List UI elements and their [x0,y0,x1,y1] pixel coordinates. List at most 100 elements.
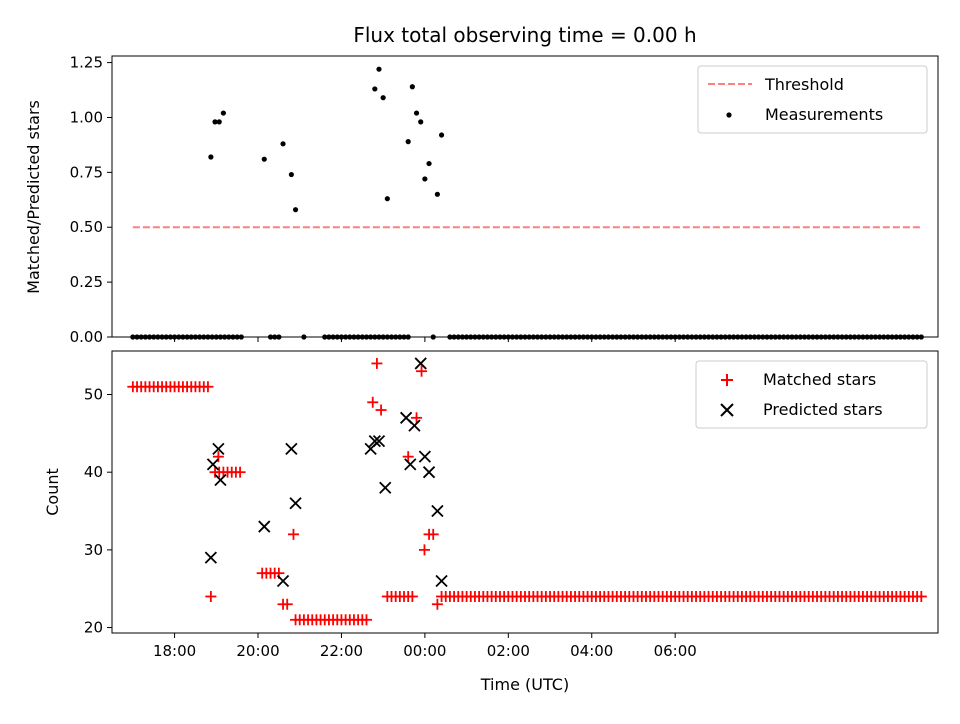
measurement-point [288,171,294,178]
measurement-point [216,119,222,125]
predicted-star-marker [289,497,302,510]
predicted-star-marker [431,504,444,518]
measurement-point [739,334,745,340]
predicted-star-marker [212,442,225,456]
measurement-point [572,334,578,340]
measurement-point [693,334,699,340]
measurement-point [526,334,532,340]
measurement-point [601,334,607,340]
measurement-point [322,334,328,340]
measurement-point [643,334,649,340]
measurement-point [885,334,891,340]
x-axis-label: Time (UTC) [480,675,569,694]
matched-star-marker [371,357,383,369]
predicted-star-marker [285,442,298,456]
measurement-point [639,334,645,340]
top-y-tick-label: 0.50 [70,218,103,236]
matched-star-marker [915,590,927,602]
measurement-point [610,334,616,340]
measurement-point [468,334,474,340]
measurement-point [509,334,516,340]
measurement-point [497,334,503,340]
measurement-point [267,334,274,340]
measurement-point [493,334,499,340]
x-tick-label: 02:00 [487,642,530,660]
matched-star-marker [406,590,418,602]
measurement-point [372,334,378,340]
measurement-point [743,334,749,340]
measurement-point [906,334,912,340]
measurement-point [130,334,136,340]
top-plot-area: 0.00 0.25 0.50 0.75 1.00 1.25 Matched/Predict… [24,54,939,346]
measurement-point [893,334,899,340]
measurement-point [618,334,624,340]
matched-star-marker [416,365,428,377]
measurement-point [910,334,916,340]
predicted-star-marker [214,473,227,487]
measurement-point [764,334,770,340]
measurement-point [338,334,345,340]
measurement-point [889,334,895,340]
measurement-point [806,334,812,340]
matched-star-marker [411,412,423,424]
bottom-legend-box [695,360,928,429]
measurement-point [822,334,828,340]
measurement-point [459,334,466,340]
measurement-point [213,334,219,340]
measurement-point [897,334,904,340]
measurement-point [860,334,866,340]
measurement-point [705,334,712,340]
measurement-point [212,119,218,125]
predicted-star-marker [276,574,290,588]
measurement-point [380,334,386,340]
measurement-point [655,334,662,340]
measurement-point [772,334,778,340]
measurement-point [384,334,390,340]
bottom-legend: Matched stars Predicted stars [695,360,928,429]
matched-star-marker [212,451,224,463]
measurement-point [851,334,858,340]
legend-measurements-label: Measurements [765,105,883,124]
measurement-point [584,334,591,340]
measurement-point [568,334,574,340]
predicted-star-marker [204,551,218,564]
measurement-point [781,334,787,340]
predicted-star-marker [418,450,432,463]
measurement-point [760,334,766,340]
predicted-star-marker [408,419,421,432]
top-y-tick-label: 1.00 [70,108,103,126]
measurement-point [797,334,803,340]
matched-star-marker [360,614,372,626]
measurements-points [130,66,924,340]
measurement-point [230,334,236,340]
predicted-star-marker [422,466,436,479]
measurement-point [276,334,282,340]
measurement-point [576,334,582,340]
measurement-point [217,334,224,340]
measurement-point [826,334,833,340]
measurement-point [138,334,144,340]
bottom-y-tick-label: 20 [84,619,103,637]
measurement-point [434,191,440,197]
measurement-point [651,334,657,340]
measurement-point [209,334,215,340]
measurement-point [664,334,670,340]
measurement-point [397,334,403,340]
measurement-point [171,334,178,340]
measurement-point [785,334,791,340]
measurement-point [376,66,382,72]
measurement-point [184,334,190,340]
legend-measurements-swatch [726,112,732,118]
measurement-point [697,334,703,340]
measurement-point [363,334,370,340]
measurement-point [476,334,482,340]
predicted-star-marker [258,520,271,533]
measurement-point [226,334,232,340]
measurement-point [672,334,678,340]
measurement-point [388,334,395,340]
measurement-point [426,160,432,167]
predicted-star-marker [435,574,448,588]
predicted-stars-points [204,357,448,588]
legend-matched-swatch [721,374,733,386]
measurement-point [847,334,853,340]
